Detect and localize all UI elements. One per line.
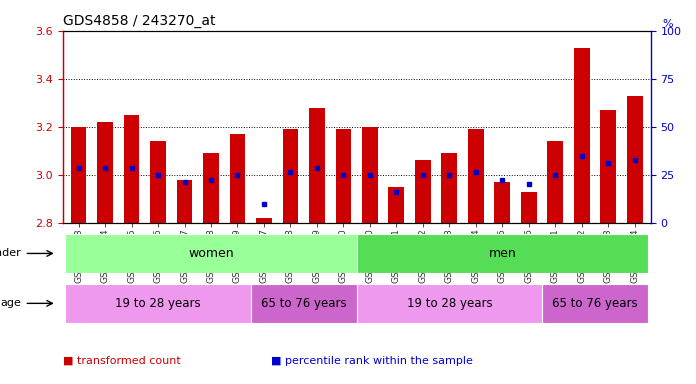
Text: GDS4858 / 243270_at: GDS4858 / 243270_at <box>63 14 215 28</box>
Text: 19 to 28 years: 19 to 28 years <box>116 297 201 310</box>
Bar <box>468 129 484 223</box>
Text: 19 to 28 years: 19 to 28 years <box>406 297 492 310</box>
Bar <box>548 141 563 223</box>
Text: gender: gender <box>0 248 22 258</box>
Bar <box>388 187 404 223</box>
Bar <box>574 48 590 223</box>
Bar <box>70 127 86 223</box>
Bar <box>627 96 643 223</box>
Bar <box>362 127 378 223</box>
Bar <box>415 161 431 223</box>
Bar <box>441 153 457 223</box>
Bar <box>521 192 537 223</box>
Text: %: % <box>663 19 673 29</box>
Bar <box>124 115 139 223</box>
Text: ■ transformed count: ■ transformed count <box>63 356 180 366</box>
Bar <box>356 284 542 323</box>
Bar <box>335 129 351 223</box>
Text: age: age <box>1 298 22 308</box>
Bar <box>251 284 356 323</box>
Text: 65 to 76 years: 65 to 76 years <box>261 297 347 310</box>
Text: ■ percentile rank within the sample: ■ percentile rank within the sample <box>271 356 473 366</box>
Bar <box>256 218 272 223</box>
Text: men: men <box>489 247 516 260</box>
Bar <box>601 110 617 223</box>
Bar <box>65 284 251 323</box>
Bar <box>97 122 113 223</box>
Bar <box>230 134 246 223</box>
Bar <box>150 141 166 223</box>
Bar <box>494 182 510 223</box>
Bar <box>65 234 356 273</box>
Text: 65 to 76 years: 65 to 76 years <box>553 297 638 310</box>
Text: women: women <box>188 247 234 260</box>
Bar <box>309 108 325 223</box>
Bar <box>356 234 648 273</box>
Bar <box>283 129 299 223</box>
Bar <box>177 180 193 223</box>
Bar <box>203 153 219 223</box>
Bar <box>542 284 648 323</box>
